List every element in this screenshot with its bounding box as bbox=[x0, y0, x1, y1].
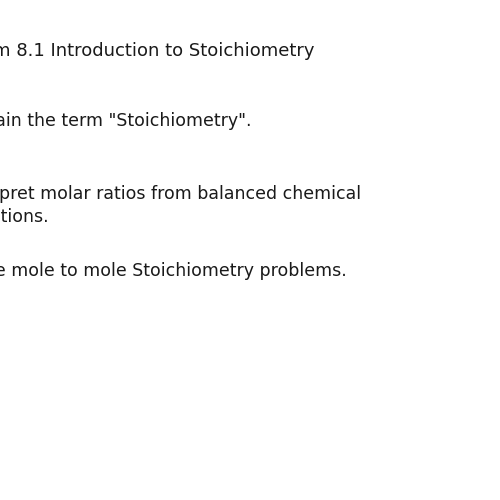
Text: Interpret molar ratios from balanced chemical
equations.: Interpret molar ratios from balanced che… bbox=[0, 185, 360, 226]
Text: Explain the term "Stoichiometry".: Explain the term "Stoichiometry". bbox=[0, 112, 251, 130]
Text: Chem 8.1 Introduction to Stoichiometry: Chem 8.1 Introduction to Stoichiometry bbox=[0, 42, 314, 60]
Text: Solve mole to mole Stoichiometry problems.: Solve mole to mole Stoichiometry problem… bbox=[0, 262, 346, 280]
